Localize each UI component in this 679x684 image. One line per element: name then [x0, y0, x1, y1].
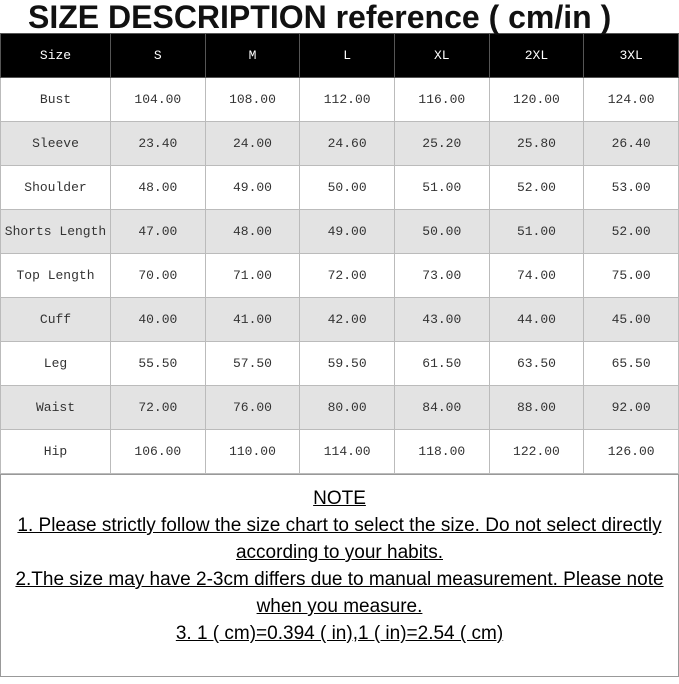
note: NOTE 1. Please strictly follow the size … — [0, 474, 679, 677]
table-row: Leg 55.50 57.50 59.50 61.50 63.50 65.50 — [0, 341, 679, 386]
value-cell: 52.00 — [583, 209, 679, 254]
value-cell: 57.50 — [204, 341, 301, 386]
value-cell: 24.00 — [204, 121, 301, 166]
value-cell: 49.00 — [204, 165, 301, 210]
value-cell: 74.00 — [488, 253, 585, 298]
value-cell: 50.00 — [299, 165, 395, 210]
table-row: Waist 72.00 76.00 80.00 84.00 88.00 92.00 — [0, 385, 679, 430]
value-cell: 122.00 — [488, 429, 585, 474]
value-cell: 71.00 — [204, 253, 301, 298]
table-row: Shorts Length 47.00 48.00 49.00 50.00 51.00 52… — [0, 209, 679, 254]
note-text: 3. 1 ( cm)=0.394 ( in),1 ( in)=2.54 ( cm… — [175, 623, 504, 644]
value-cell: 112.00 — [299, 77, 395, 122]
title: SIZE DESCRIPTION reference ( cm/in ) — [28, 0, 612, 35]
header-cell: XL — [393, 33, 490, 78]
header-cell: Size — [0, 33, 111, 78]
value-cell: 42.00 — [299, 297, 395, 342]
note-line: 3. 1 ( cm)=0.394 ( in),1 ( in)=2.54 ( cm… — [7, 620, 672, 647]
note-line: 2.The size may have 2-3cm differs due to… — [7, 566, 672, 620]
value-cell: 63.50 — [488, 341, 585, 386]
value-cell: 26.40 — [583, 121, 679, 166]
value-cell: 53.00 — [583, 165, 679, 210]
value-cell: 126.00 — [583, 429, 679, 474]
row-label: Shoulder — [0, 165, 111, 210]
row-label: Bust — [0, 77, 111, 122]
row-label: Leg — [0, 341, 111, 386]
row-label: Hip — [0, 429, 111, 474]
row-label: Waist — [0, 385, 111, 430]
table-row: Shoulder 48.00 49.00 50.00 51.00 52.00 53.00 — [0, 165, 679, 210]
value-cell: 118.00 — [393, 429, 490, 474]
header-cell: 2XL — [488, 33, 585, 78]
value-cell: 104.00 — [110, 77, 206, 122]
value-cell: 59.50 — [299, 341, 395, 386]
table-row: Hip 106.00 110.00 114.00 118.00 122.00 126.00 — [0, 429, 679, 474]
value-cell: 120.00 — [488, 77, 585, 122]
row-label: Cuff — [0, 297, 111, 342]
table-row: Sleeve 23.40 24.00 24.60 25.20 25.80 26.40 — [0, 121, 679, 166]
value-cell: 24.60 — [299, 121, 395, 166]
value-cell: 48.00 — [110, 165, 206, 210]
value-cell: 108.00 — [204, 77, 301, 122]
table-row: Bust 104.00 108.00 112.00 116.00 120.00 124.00 — [0, 77, 679, 122]
value-cell: 70.00 — [110, 253, 206, 298]
value-cell: 55.50 — [110, 341, 206, 386]
header-cell: M — [204, 33, 301, 78]
note-line: 1. Please strictly follow the size chart… — [7, 512, 672, 566]
value-cell: 41.00 — [204, 297, 301, 342]
table-row: Top Length 70.00 71.00 72.00 73.00 74.00 75.00 — [0, 253, 679, 298]
value-cell: 92.00 — [583, 385, 679, 430]
value-cell: 73.00 — [393, 253, 490, 298]
note-text: 1. Please strictly follow the size chart… — [17, 515, 662, 563]
value-cell: 124.00 — [583, 77, 679, 122]
header-cell: L — [299, 33, 395, 78]
table-row: Cuff 40.00 41.00 42.00 43.00 44.00 45.00 — [0, 297, 679, 342]
note-text: 2.The size may have 2-3cm differs due to… — [15, 569, 664, 617]
value-cell: 44.00 — [488, 297, 585, 342]
header-row: Size S M L XL 2XL 3XL — [0, 33, 679, 78]
value-cell: 88.00 — [488, 385, 585, 430]
value-cell: 61.50 — [393, 341, 490, 386]
value-cell: 72.00 — [299, 253, 395, 298]
value-cell: 47.00 — [110, 209, 206, 254]
header-cell: S — [110, 33, 206, 78]
value-cell: 84.00 — [393, 385, 490, 430]
row-label: Top Length — [0, 253, 111, 298]
value-cell: 116.00 — [393, 77, 490, 122]
header-cell: 3XL — [583, 33, 679, 78]
value-cell: 65.50 — [583, 341, 679, 386]
value-cell: 48.00 — [204, 209, 301, 254]
value-cell: 51.00 — [393, 165, 490, 210]
value-cell: 40.00 — [110, 297, 206, 342]
value-cell: 106.00 — [110, 429, 206, 474]
value-cell: 25.20 — [393, 121, 490, 166]
value-cell: 43.00 — [393, 297, 490, 342]
value-cell: 51.00 — [488, 209, 585, 254]
value-cell: 114.00 — [299, 429, 395, 474]
value-cell: 76.00 — [204, 385, 301, 430]
value-cell: 72.00 — [110, 385, 206, 430]
value-cell: 45.00 — [583, 297, 679, 342]
value-cell: 50.00 — [393, 209, 490, 254]
row-label: Sleeve — [0, 121, 111, 166]
value-cell: 110.00 — [204, 429, 301, 474]
value-cell: 23.40 — [110, 121, 206, 166]
value-cell: 52.00 — [488, 165, 585, 210]
value-cell: 80.00 — [299, 385, 395, 430]
note-title: NOTE — [313, 488, 366, 509]
value-cell: 75.00 — [583, 253, 679, 298]
value-cell: 49.00 — [299, 209, 395, 254]
size-table: Size S M L XL 2XL 3XL Bust 104.00 108.00 112.00 116… — [0, 33, 679, 474]
row-label: Shorts Length — [0, 209, 111, 254]
value-cell: 25.80 — [488, 121, 585, 166]
